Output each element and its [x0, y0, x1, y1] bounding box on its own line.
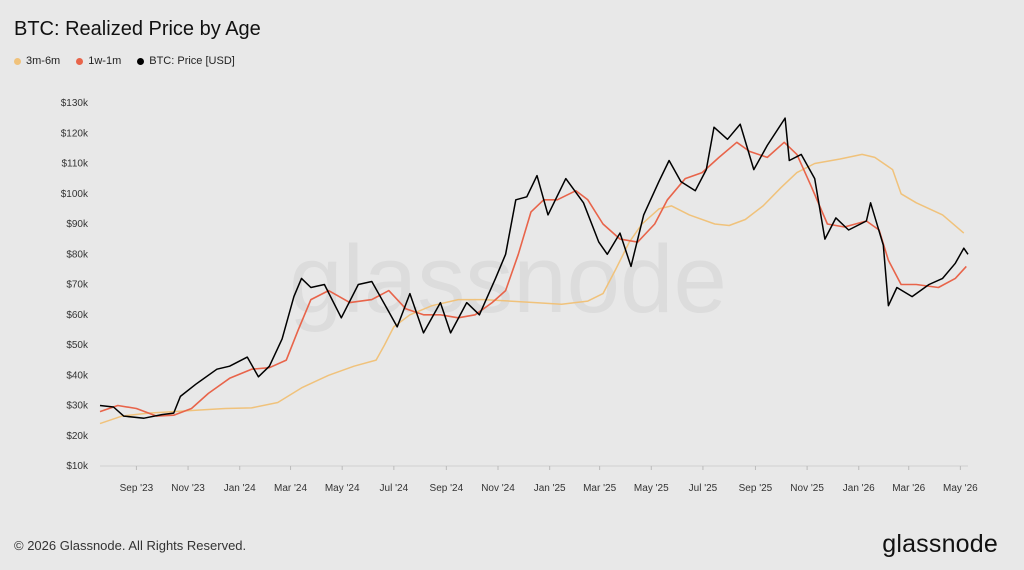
y-tick-label: $120k	[61, 128, 89, 139]
x-tick-label: Jul '25	[689, 483, 718, 494]
legend-item-3m-6m[interactable]: 3m-6m	[14, 55, 60, 67]
x-axis: Sep '23 Nov '23 Jan '24 Mar '24 May '24 Jul '…	[120, 466, 978, 494]
legend-label-1w-1m: 1w-1m	[88, 55, 122, 67]
y-tick-label: $80k	[66, 249, 89, 260]
x-tick-label: May '25	[634, 483, 669, 494]
y-axis: $10k $20k $30k $40k $50k $60k $70k $80k $90k $100…	[61, 98, 89, 472]
y-tick-label: $20k	[66, 431, 89, 442]
y-tick-label: $100k	[61, 189, 89, 200]
x-tick-label: May '24	[325, 483, 360, 494]
x-tick-label: Jan '26	[843, 483, 875, 494]
y-tick-label: $10k	[66, 461, 89, 472]
y-tick-label: $50k	[66, 340, 89, 351]
glassnode-logo[interactable]: glassnode	[882, 530, 998, 558]
y-tick-label: $40k	[66, 370, 89, 381]
x-tick-label: Nov '25	[790, 483, 824, 494]
y-tick-label: $110k	[61, 159, 89, 170]
copyright-footer: © 2026 Glassnode. All Rights Reserved.	[14, 538, 247, 553]
y-tick-label: $90k	[66, 219, 89, 230]
legend-item-btc-price[interactable]: BTC: Price [USD]	[137, 55, 235, 67]
series-line-1w-1m	[99, 141, 967, 417]
legend-swatch-1w-1m	[76, 57, 84, 65]
legend-label-btc-price: BTC: Price [USD]	[149, 55, 235, 67]
x-tick-label: Nov '23	[171, 483, 205, 494]
x-tick-label: Sep '24	[430, 483, 464, 494]
x-tick-label: Nov '24	[481, 483, 515, 494]
x-tick-label: Jan '24	[224, 483, 256, 494]
x-tick-label: Mar '26	[892, 483, 925, 494]
series-line-3m-6m	[99, 153, 965, 425]
chart-legend: 3m-6m 1w-1m BTC: Price [USD]	[14, 55, 235, 67]
x-tick-label: Jan '25	[534, 483, 566, 494]
y-tick-label: $30k	[66, 401, 89, 412]
legend-label-3m-6m: 3m-6m	[26, 55, 61, 67]
x-tick-label: Sep '23	[120, 483, 154, 494]
y-tick-label: $60k	[66, 310, 89, 321]
y-tick-label: $130k	[61, 98, 89, 109]
x-tick-label: Mar '24	[274, 483, 307, 494]
x-tick-label: Mar '25	[583, 483, 616, 494]
x-tick-label: May '26	[943, 483, 978, 494]
legend-item-1w-1m[interactable]: 1w-1m	[76, 55, 121, 67]
y-tick-label: $70k	[66, 280, 89, 291]
x-tick-label: Jul '24	[380, 483, 409, 494]
chart-title: BTC: Realized Price by Age	[14, 18, 261, 40]
series-lines	[99, 117, 969, 425]
x-tick-label: Sep '25	[739, 483, 773, 494]
legend-swatch-btc-price	[137, 57, 145, 65]
legend-swatch-3m-6m	[14, 57, 21, 65]
series-line-btc-price-usd	[99, 117, 969, 419]
